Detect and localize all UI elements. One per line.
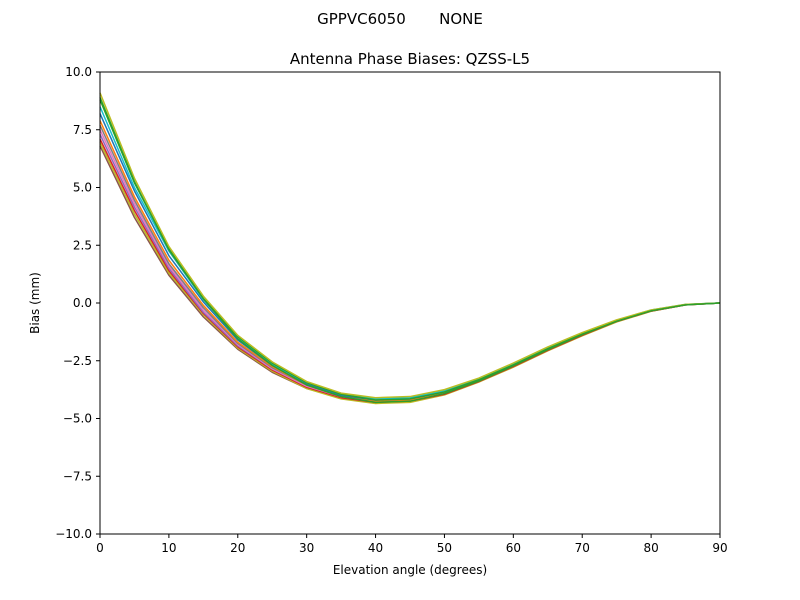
y-tick-label: −2.5	[63, 354, 92, 368]
y-axis-label: Bias (mm)	[28, 272, 42, 334]
x-axis-ticks: 0 10 20 30 40 50 60 70 80 90	[96, 534, 728, 555]
x-tick-label: 0	[96, 541, 104, 555]
y-tick-label: 5.0	[73, 181, 92, 195]
y-tick-label: 7.5	[73, 123, 92, 137]
chart-title: Antenna Phase Biases: QZSS-L5	[290, 50, 530, 68]
x-tick-label: 70	[575, 541, 590, 555]
x-tick-label: 80	[643, 541, 658, 555]
series-line-12	[99, 97, 721, 404]
x-tick-label: 20	[230, 541, 245, 555]
y-tick-label: 0.0	[73, 296, 92, 310]
plot-lines	[99, 92, 721, 405]
y-tick-label: −7.5	[63, 469, 92, 483]
x-tick-label: 40	[368, 541, 383, 555]
x-tick-label: 10	[161, 541, 176, 555]
figure-suptitle: GPPVC6050 NONE	[317, 10, 483, 28]
x-axis-label: Elevation angle (degrees)	[333, 563, 487, 577]
series-line-11	[99, 92, 721, 399]
y-tick-label: 10.0	[65, 65, 92, 79]
x-tick-label: 60	[506, 541, 521, 555]
y-tick-label: −5.0	[63, 412, 92, 426]
y-tick-label: 2.5	[73, 238, 92, 252]
y-tick-label: −10.0	[55, 527, 92, 541]
x-tick-label: 90	[712, 541, 727, 555]
x-tick-label: 30	[299, 541, 314, 555]
y-axis-ticks: −10.0 −7.5 −5.0 −2.5 0.0 2.5 5.0 7.5 10.0	[55, 65, 100, 541]
x-tick-label: 50	[437, 541, 452, 555]
